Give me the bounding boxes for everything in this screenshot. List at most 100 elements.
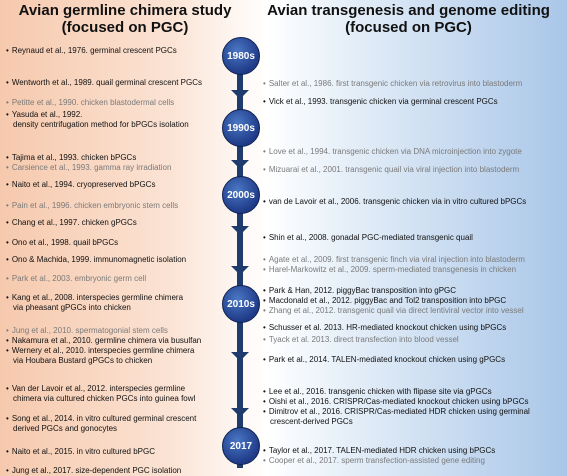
right-timeline-entry: • Zhang et al., 2012. transgenic quail vi…	[263, 306, 524, 316]
timeline-arrow	[231, 90, 249, 99]
entry-text: Song et al., 2014. in vitro cultured ger…	[11, 414, 197, 423]
entry-text: Wernery et al., 2010. interspecies germl…	[11, 346, 195, 355]
right-timeline-entry: • Harel-Markowitz et al., 2009. sperm-med…	[263, 265, 516, 275]
right-timeline-entry: • Macdonald et al., 2012. piggyBac and To…	[263, 296, 506, 306]
bullet-icon: •	[263, 397, 266, 406]
right-timeline-entry: • Schusser et al. 2013. HR-mediated knock…	[263, 323, 506, 333]
bullet-icon: •	[6, 180, 9, 189]
left-timeline-entry: • Chang et al., 1997. chicken gPGCs	[6, 218, 137, 228]
bullet-icon: •	[6, 384, 9, 393]
right-timeline-entry: • Vick et al., 1993. transgenic chicken v…	[263, 97, 498, 107]
entry-text: Lee et al., 2016. transgenic chicken wit…	[268, 387, 492, 396]
right-timeline-entry: crescent-derived PGCs	[263, 417, 353, 427]
right-timeline-entry: • Cooper et al., 2017. sperm transfection…	[263, 456, 485, 466]
timeline-node-2000s: 2000s	[222, 176, 260, 214]
bullet-icon: •	[263, 446, 266, 455]
timeline-arrow	[231, 226, 249, 235]
entry-text: Park et al., 2014. TALEN-mediated knocko…	[268, 355, 506, 364]
entry-text: Wentworth et al., 1989. quail germinal c…	[11, 78, 202, 87]
entry-text: chimera via cultured chicken PGCs into g…	[13, 394, 196, 403]
entry-text: Mizuarai et al., 2001. transgenic quail …	[268, 165, 520, 174]
entry-text: Jung et al., 2010. spermatogonial stem c…	[11, 326, 168, 335]
bullet-icon: •	[6, 326, 9, 335]
bullet-icon: •	[263, 286, 266, 295]
entry-text: Chang et al., 1997. chicken gPGCs	[11, 218, 137, 227]
entry-text: Naito et al., 1994. cryopreserved bPGCs	[11, 180, 156, 189]
entry-text: Petitte et al., 1990. chicken blastoderm…	[11, 98, 175, 107]
left-timeline-entry: • Wentworth et al., 1989. quail germinal …	[6, 78, 202, 88]
bullet-icon: •	[263, 197, 266, 206]
left-timeline-entry: • Song et al., 2014. in vitro cultured ge…	[6, 414, 196, 424]
bullet-icon: •	[6, 238, 9, 247]
entry-text: via pheasant gPGCs into chicken	[13, 303, 131, 312]
bullet-icon: •	[6, 78, 9, 87]
left-timeline-entry: • Van der Lavoir et al., 2012. interspeci…	[6, 384, 185, 394]
bullet-icon: •	[6, 153, 9, 162]
entry-text: Love et al., 1994. transgenic chicken vi…	[268, 147, 522, 156]
entry-text: Dimitrov et al., 2016. CRISPR/Cas-mediat…	[268, 407, 530, 416]
bullet-icon: •	[263, 456, 266, 465]
entry-text: Tyack et al. 2013. direct transfection i…	[268, 335, 459, 344]
right-timeline-entry: • Shin et al., 2008. gonadal PGC-mediated…	[263, 233, 473, 243]
bullet-icon: •	[6, 293, 9, 302]
left-timeline-entry: • Carsience et al., 1993. gamma ray irrad…	[6, 163, 171, 173]
bullet-icon: •	[6, 201, 9, 210]
left-timeline-entry: density centrifugation method for bPGCs …	[6, 120, 189, 130]
bullet-icon: •	[6, 414, 9, 423]
right-timeline-entry: • Mizuarai et al., 2001. transgenic quail…	[263, 165, 519, 175]
entry-text: crescent-derived PGCs	[270, 417, 353, 426]
entry-text: Harel-Markowitz et al., 2009. sperm-medi…	[268, 265, 517, 274]
left-timeline-entry: • Reynaud et al., 1976. germinal crescent…	[6, 46, 177, 56]
bullet-icon: •	[263, 407, 266, 416]
bullet-icon: •	[263, 355, 266, 364]
entry-text: Cooper et al., 2017. sperm transfection-…	[268, 456, 485, 465]
right-timeline-entry: • Love et al., 1994. transgenic chicken v…	[263, 147, 522, 157]
bullet-icon: •	[263, 147, 266, 156]
bullet-icon: •	[263, 79, 266, 88]
right-timeline-entry: • Agate et al., 2009. first transgenic fi…	[263, 255, 525, 265]
entry-text: Zhang et al., 2012. transgenic quail via…	[268, 306, 524, 315]
entry-text: Pain et al., 1996. chicken embryonic ste…	[11, 201, 179, 210]
bullet-icon: •	[6, 98, 9, 107]
left-timeline-entry: • Tajima et al., 1993. chicken bPGCs	[6, 153, 136, 163]
entry-text: Nakamura et al., 2010. germline chimera …	[11, 336, 202, 345]
right-timeline-entry: • Oishi et al., 2016. CRISPR/Cas-mediated…	[263, 397, 529, 407]
timeline-arrow	[231, 352, 249, 361]
timeline-node-1990s: 1990s	[222, 109, 260, 147]
left-timeline-entry: • Nakamura et al., 2010. germline chimera…	[6, 336, 201, 346]
left-timeline-entry: • Jung et al., 2017. size-dependent PGC i…	[6, 466, 181, 476]
entry-text: Carsience et al., 1993. gamma ray irradi…	[11, 163, 172, 172]
bullet-icon: •	[263, 387, 266, 396]
left-timeline-entry: • Ono et al., 1998. quail bPGCs	[6, 238, 118, 248]
left-column-title: Avian germline chimera study (focused on…	[18, 2, 232, 36]
entry-text: Yasuda et al., 1992.	[11, 110, 83, 119]
timeline-node-2017: 2017	[222, 427, 260, 465]
bullet-icon: •	[6, 46, 9, 55]
bullet-icon: •	[6, 110, 9, 119]
timeline-arrow	[231, 266, 249, 275]
bullet-icon: •	[6, 163, 9, 172]
entry-text: Schusser et al. 2013. HR-mediated knocko…	[268, 323, 507, 332]
entry-text: Ono et al., 1998. quail bPGCs	[11, 238, 119, 247]
bullet-icon: •	[6, 255, 9, 264]
entry-text: Park & Han, 2012. piggyBac transposition…	[268, 286, 457, 295]
left-timeline-entry: • Ono & Machida, 1999. immunomagnetic iso…	[6, 255, 186, 265]
entry-text: Taylor et al., 2017. TALEN-mediated HDR …	[268, 446, 496, 455]
entry-text: Vick et al., 1993. transgenic chicken vi…	[268, 97, 498, 106]
entry-text: Reynaud et al., 1976. germinal crescent …	[11, 46, 177, 55]
left-timeline-entry: via Houbara Bustard gPGCs to chicken	[6, 356, 152, 366]
left-timeline-entry: • Naito et al., 2015. in vitro cultured b…	[6, 447, 155, 457]
entry-text: density centrifugation method for bPGCs …	[13, 120, 189, 129]
timeline-arrow	[231, 160, 249, 169]
right-timeline-entry: • Taylor et al., 2017. TALEN-mediated HDR…	[263, 446, 495, 456]
right-timeline-entry: • Salter et al., 1986. first transgenic c…	[263, 79, 522, 89]
right-timeline-entry: • Dimitrov et al., 2016. CRISPR/Cas-media…	[263, 407, 530, 417]
left-timeline-entry: • Kang et al., 2008. interspecies germlin…	[6, 293, 183, 303]
bullet-icon: •	[6, 336, 9, 345]
timeline-node-2010s: 2010s	[222, 285, 260, 323]
right-timeline-entry: • Lee et al., 2016. transgenic chicken wi…	[263, 387, 492, 397]
bullet-icon: •	[263, 306, 266, 315]
entry-text: Agate et al., 2009. first transgenic fin…	[268, 255, 525, 264]
entry-text: van de Lavoir et al., 2006. transgenic c…	[268, 197, 527, 206]
